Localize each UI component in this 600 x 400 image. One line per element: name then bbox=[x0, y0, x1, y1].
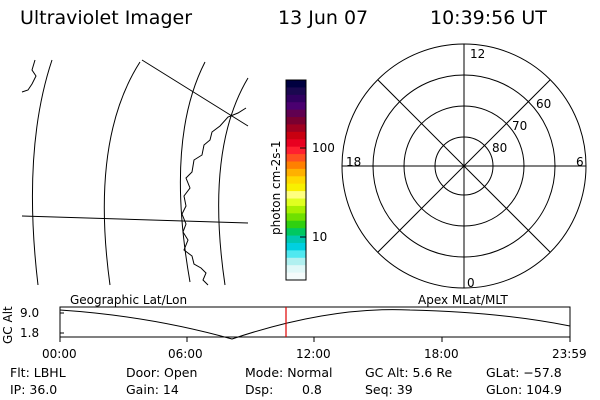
colorbar-cell bbox=[286, 176, 306, 185]
xtick-1200: 12:00 bbox=[296, 347, 331, 361]
gc-alt-ytick-high: 9.0 bbox=[20, 306, 40, 320]
status-glon: GLon: 104.9 bbox=[486, 382, 562, 397]
colorbar-cell bbox=[286, 205, 306, 214]
lat-label-60: 60 bbox=[536, 97, 552, 111]
xtick-2359: 23:59 bbox=[552, 347, 587, 361]
status-seq: Seq: 39 bbox=[365, 382, 413, 397]
xtick-1800: 18:00 bbox=[424, 347, 459, 361]
colorbar-cell bbox=[286, 109, 306, 118]
status-mode: Mode: Normal bbox=[245, 365, 333, 380]
colorbar-cell bbox=[286, 191, 306, 200]
gc-alt-ytick-low: 1.8 bbox=[20, 326, 40, 340]
gc-alt-curve bbox=[59, 309, 571, 340]
colorbar-cell bbox=[286, 272, 306, 281]
status-glat: GLat: −57.8 bbox=[486, 365, 562, 380]
colorbar-cell bbox=[286, 257, 306, 266]
status-ip: IP: 36.0 bbox=[10, 382, 58, 397]
colorbar-cell bbox=[286, 161, 306, 170]
latitude-circle bbox=[218, 77, 249, 286]
colorbar-cell bbox=[286, 235, 306, 244]
time-label: 10:39:56 UT bbox=[430, 7, 547, 29]
status-gcalt: GC Alt: 5.6 Re bbox=[365, 365, 453, 380]
colorbar-cell bbox=[286, 198, 306, 207]
colorbar-cell bbox=[286, 228, 306, 237]
colorbar-cell bbox=[286, 213, 306, 222]
latitude-circle bbox=[103, 61, 141, 286]
colorbar-cell bbox=[286, 220, 306, 229]
status-dsp-label: Dsp: bbox=[245, 382, 274, 397]
colorbar-cell bbox=[286, 146, 306, 155]
mlt-diagonal bbox=[377, 79, 551, 253]
gc-alt-frame bbox=[59, 306, 571, 338]
gc-alt-ylabel: GC Alt bbox=[1, 306, 15, 344]
status-dsp-value: 0.8 bbox=[302, 382, 322, 397]
mlt-label-18: 18 bbox=[346, 155, 362, 169]
xtick-0000: 00:00 bbox=[42, 347, 77, 361]
geographic-panel bbox=[21, 59, 249, 286]
date-label: 13 Jun 07 bbox=[278, 7, 369, 29]
colorbar-cell bbox=[286, 80, 306, 88]
instrument-title: Ultraviolet Imager bbox=[20, 7, 193, 29]
mlt-label-0: 0 bbox=[467, 276, 475, 290]
mlt-label-12: 12 bbox=[470, 47, 486, 61]
colorbar-cell bbox=[286, 131, 306, 140]
meridian-line bbox=[21, 215, 249, 224]
polar-panel bbox=[341, 43, 587, 289]
colorbar bbox=[285, 79, 307, 281]
mlt-label-6: 6 bbox=[576, 155, 584, 169]
colorbar-cell bbox=[286, 139, 306, 148]
geographic-label: Geographic Lat/Lon bbox=[70, 293, 188, 307]
colorbar-cell bbox=[286, 94, 306, 103]
colorbar-cell bbox=[286, 265, 306, 274]
colorbar-cell bbox=[286, 102, 306, 111]
colorbar-cell bbox=[286, 168, 306, 177]
coastline bbox=[181, 107, 247, 286]
colorbar-cell bbox=[286, 242, 306, 251]
colorbar-tick-100: 100 bbox=[312, 141, 335, 155]
apex-label: Apex MLat/MLT bbox=[418, 293, 508, 307]
colorbar-tick-10: 10 bbox=[312, 230, 328, 244]
lat-label-80: 80 bbox=[492, 141, 508, 155]
colorbar-cell bbox=[286, 183, 306, 192]
gc-alt-plot bbox=[59, 306, 571, 342]
coastline bbox=[21, 59, 37, 93]
colorbar-unit-label: photon cm-2s-1 bbox=[269, 140, 283, 236]
latitude-circle bbox=[31, 59, 53, 286]
status-gain: Gain: 14 bbox=[126, 382, 179, 397]
colorbar-cell bbox=[286, 87, 306, 96]
colorbar-cell bbox=[286, 117, 306, 125]
status-door: Door: Open bbox=[126, 365, 198, 380]
status-flt: Flt: LBHL bbox=[10, 365, 66, 380]
meridian-line bbox=[141, 59, 249, 127]
colorbar-cell bbox=[286, 250, 306, 259]
colorbar-cell bbox=[286, 124, 306, 133]
lat-label-70: 70 bbox=[512, 119, 528, 133]
colorbar-cell bbox=[286, 154, 306, 162]
xtick-0600: 06:00 bbox=[168, 347, 203, 361]
